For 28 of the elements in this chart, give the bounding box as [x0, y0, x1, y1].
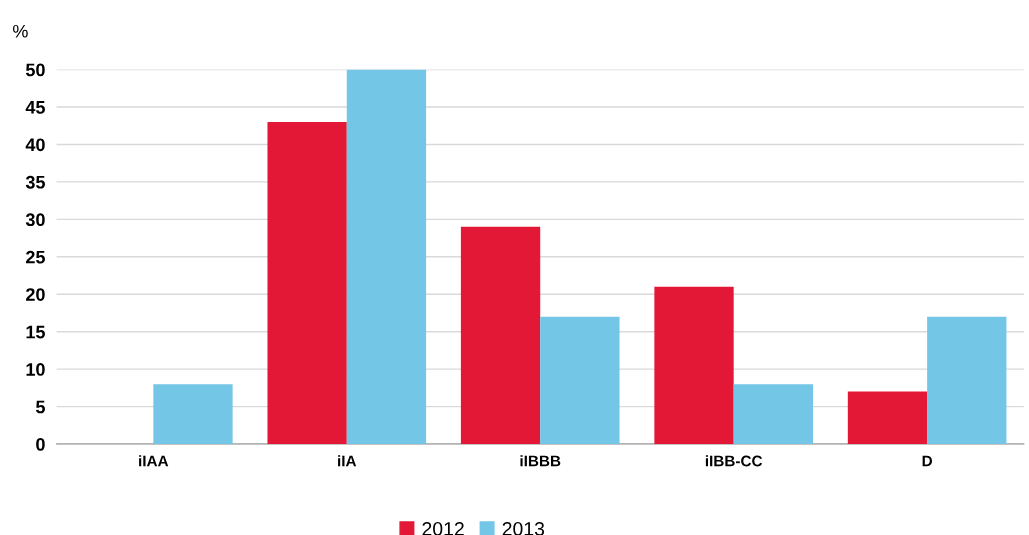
legend-label: 2012	[422, 521, 464, 535]
y-tick-label: 25	[26, 250, 45, 264]
y-tick-label: 20	[26, 288, 45, 301]
y-tick-label: 5	[36, 400, 45, 414]
x-tick-label: iIBB-CC	[705, 455, 763, 467]
x-tick-label: iIBBB	[520, 455, 561, 467]
bar	[847, 391, 928, 445]
y-tick-label: 30	[25, 213, 45, 227]
y-tick-label: 10	[26, 363, 45, 376]
y-axis-title: %	[12, 24, 28, 38]
y-tick-label: 50	[25, 63, 45, 77]
y-tick-label: 45	[25, 101, 45, 114]
bar	[153, 384, 233, 445]
bar	[927, 316, 1007, 445]
y-tick-label: 0	[36, 437, 45, 451]
bar	[540, 316, 620, 445]
bar	[346, 69, 427, 445]
y-tick-label: 40	[25, 138, 45, 152]
y-tick-label: 35	[25, 175, 45, 189]
bar	[733, 384, 813, 445]
x-tick-label: D	[922, 455, 932, 467]
x-tick-label: iIAA	[139, 455, 169, 467]
x-tick-label: iIA	[338, 455, 357, 467]
bar	[267, 121, 347, 445]
y-tick-label: 15	[26, 325, 45, 339]
bar	[654, 286, 734, 445]
bar	[460, 226, 541, 445]
legend-label: 2013	[502, 521, 545, 535]
